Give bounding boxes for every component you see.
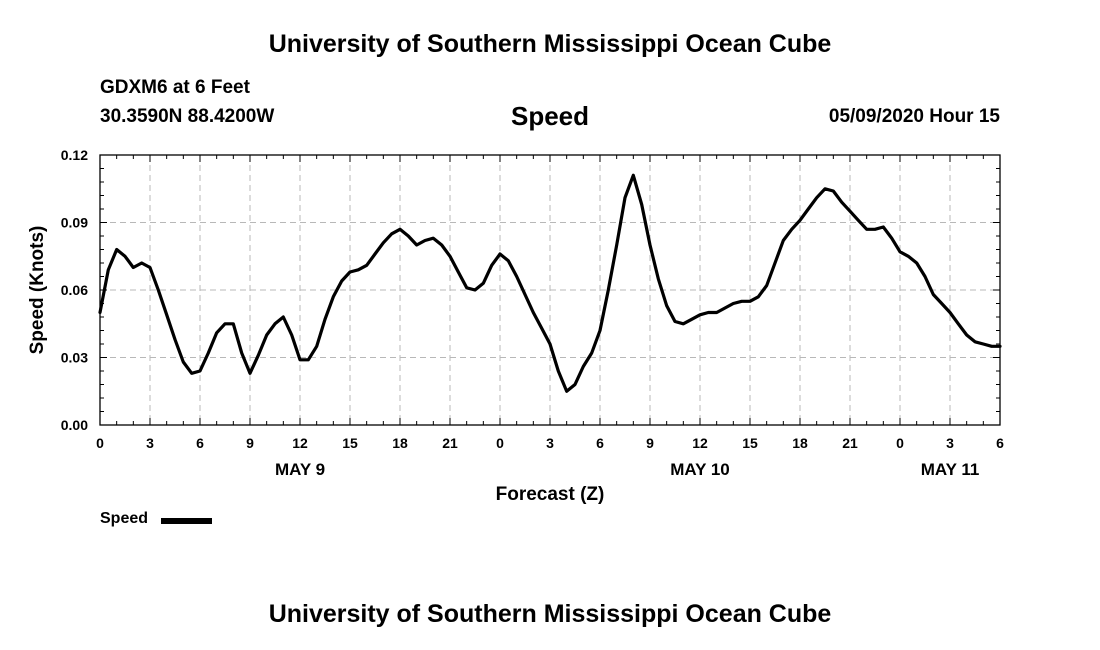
axis-labels: 0 3 6 9 12 15 18 21 0 3 6 9 12 15 18 21 0 3 6 0.00 0.03 0.06 0…: [27, 147, 1004, 505]
x-tick-label: 6: [596, 435, 604, 451]
y-tick-label: 0.06: [61, 282, 88, 298]
legend-swatch: [161, 518, 212, 524]
day-label: MAY 10: [670, 460, 730, 479]
x-tick-label: 3: [946, 435, 954, 451]
axis-ticks: [99, 154, 1001, 426]
x-tick-label: 6: [996, 435, 1004, 451]
station-label: GDXM6 at 6 Feet: [100, 77, 250, 98]
variable-title: Speed: [510, 101, 590, 131]
x-tick-label: 12: [292, 435, 308, 451]
x-tick-label: 0: [896, 435, 904, 451]
x-tick-label: 18: [392, 435, 408, 451]
x-tick-label: 15: [742, 435, 758, 451]
x-tick-label: 12: [692, 435, 708, 451]
coordinates-label: 30.3590N 88.4200W: [100, 106, 275, 127]
grid-lines: [100, 155, 1000, 425]
x-tick-label: 0: [496, 435, 504, 451]
x-tick-label: 9: [646, 435, 654, 451]
x-tick-label: 21: [442, 435, 458, 451]
legend-label: Speed: [100, 510, 149, 527]
x-tick-label: 3: [146, 435, 154, 451]
y-tick-label: 0.03: [61, 350, 88, 366]
y-tick-label: 0.09: [61, 215, 88, 231]
x-tick-label: 21: [842, 435, 858, 451]
x-tick-label: 9: [246, 435, 254, 451]
x-tick-label: 3: [546, 435, 554, 451]
datetime-label: 05/09/2020 Hour 15: [828, 106, 1000, 127]
chart-title-bottom: University of Southern Mississippi Ocean…: [268, 600, 832, 628]
series-layer: [98, 173, 1002, 393]
x-axis-title: Forecast (Z): [496, 484, 605, 505]
chart-title-top: University of Southern Mississippi Ocean…: [268, 30, 832, 58]
y-tick-label: 0.00: [61, 417, 88, 433]
x-tick-label: 6: [196, 435, 204, 451]
x-tick-label: 15: [342, 435, 358, 451]
x-tick-label: 18: [792, 435, 808, 451]
series-line-speed: [98, 173, 1002, 393]
day-label: MAY 9: [275, 460, 325, 479]
y-tick-label: 0.12: [61, 147, 88, 163]
plot-frame: [99, 154, 1001, 426]
y-axis-title: Speed (Knots): [27, 226, 48, 355]
x-tick-label: 0: [96, 435, 104, 451]
day-label: MAY 11: [921, 460, 980, 479]
